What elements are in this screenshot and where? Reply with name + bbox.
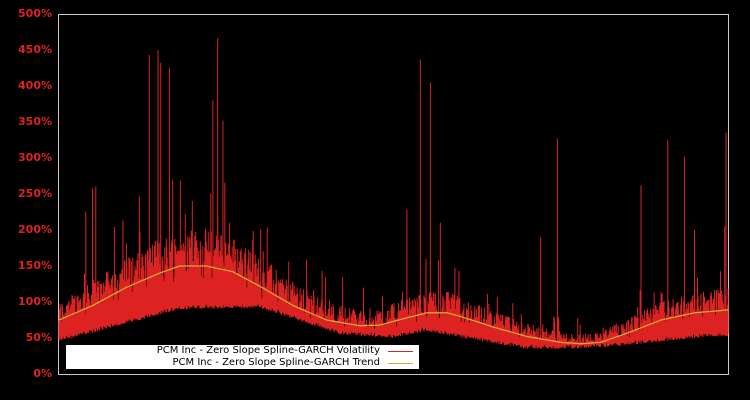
legend-swatch-volatility — [388, 350, 413, 352]
trend-series — [58, 265, 729, 345]
y-tick-label: 350% — [18, 115, 52, 128]
y-tick-label: 400% — [18, 79, 52, 92]
y-tick-label: 500% — [18, 7, 52, 20]
y-tick-label: 150% — [18, 259, 52, 272]
legend-item-volatility: PCM Inc - Zero Slope Spline-GARCH Volati… — [157, 345, 413, 357]
volatility-series — [58, 38, 729, 349]
y-tick-label: 300% — [18, 151, 52, 164]
legend-label-volatility: PCM Inc - Zero Slope Spline-GARCH Volati… — [156, 345, 380, 356]
legend-swatch-trend — [388, 362, 413, 364]
y-tick-label: 250% — [18, 187, 52, 200]
y-tick-label: 100% — [18, 295, 52, 308]
legend-item-trend: PCM Inc - Zero Slope Spline-GARCH Trend — [172, 357, 413, 369]
legend-label-trend: PCM Inc - Zero Slope Spline-GARCH Trend — [172, 357, 381, 368]
y-tick-label: 200% — [18, 223, 52, 236]
y-tick-label: 450% — [18, 43, 52, 56]
y-tick-label: 0% — [33, 367, 52, 380]
legend: PCM Inc - Zero Slope Spline-GARCH Volati… — [66, 345, 419, 369]
y-tick-label: 50% — [25, 331, 52, 344]
